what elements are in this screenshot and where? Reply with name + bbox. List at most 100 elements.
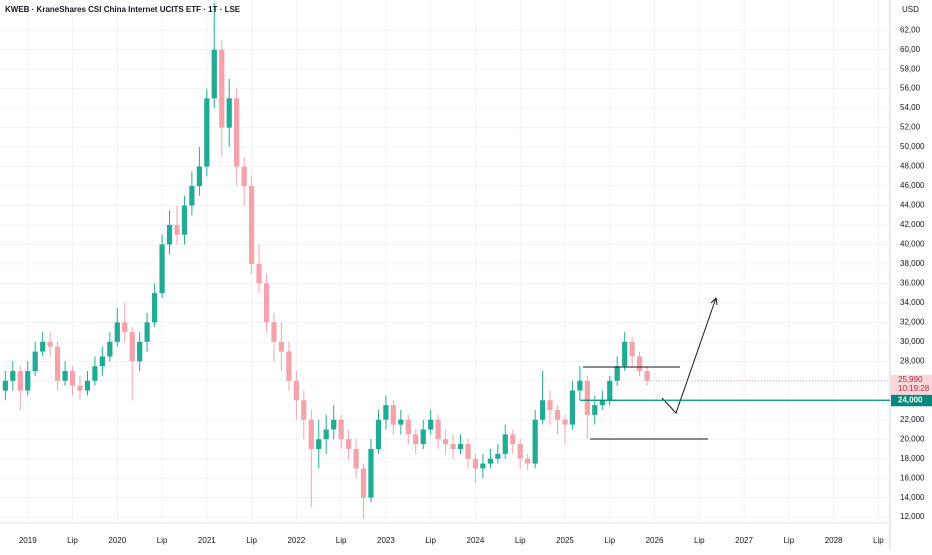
x-tick-label: 2020	[108, 536, 126, 545]
candle-body	[413, 434, 419, 445]
candle-body	[636, 356, 643, 372]
candle-body	[331, 419, 337, 430]
candle-body	[502, 434, 508, 454]
y-tick-label: 60,00	[900, 45, 921, 54]
candle-body	[539, 400, 546, 420]
candle-body	[405, 419, 411, 435]
candle-body	[390, 405, 396, 425]
x-tick-label: Lip	[425, 536, 436, 545]
y-tick-label: 38,000	[900, 259, 925, 268]
candle-body	[345, 439, 352, 449]
candle-body	[450, 444, 456, 449]
y-tick-label: 18,000	[900, 454, 925, 463]
candle-body	[77, 385, 83, 391]
countdown-label: 10:19:28	[898, 384, 930, 393]
candle-body	[256, 263, 262, 284]
candle-body	[211, 49, 217, 99]
candle-body	[532, 419, 538, 464]
candle-body	[316, 439, 322, 449]
candle-body	[241, 166, 247, 187]
candle-body	[47, 341, 53, 347]
candle-body	[2, 380, 8, 391]
x-tick-label: 2025	[556, 536, 574, 545]
y-tick-label: 30,000	[900, 337, 925, 346]
drawn-arrow	[661, 297, 717, 414]
candle-body	[614, 366, 620, 381]
candle-body	[584, 380, 590, 415]
candle-body	[398, 419, 404, 425]
x-tick-label: Lip	[873, 536, 884, 545]
x-tick-label: 2022	[287, 536, 305, 545]
candle-body	[457, 444, 464, 449]
candle-body	[383, 405, 389, 420]
candle-body	[196, 166, 203, 187]
candle-body	[226, 98, 232, 128]
currency-label: USD	[902, 5, 919, 14]
candle-body	[286, 351, 292, 381]
candle-body	[122, 322, 128, 333]
level-label-box	[891, 394, 932, 407]
chart-title: KWEB · KraneShares CSI China Internet UC…	[5, 5, 241, 14]
candle-body	[248, 186, 255, 264]
candle-body	[562, 419, 568, 425]
y-tick-label: 22,000	[900, 415, 925, 424]
candle-body	[301, 400, 307, 420]
y-tick-label: 36,000	[900, 279, 925, 288]
candle-body	[54, 346, 61, 381]
candle-body	[495, 453, 501, 459]
y-tick-label: 58,00	[900, 64, 921, 73]
candle-body	[271, 322, 277, 342]
y-tick-label: 34,000	[900, 298, 925, 307]
candle-body	[525, 458, 531, 464]
candle-body	[114, 322, 120, 342]
candle-body	[129, 332, 135, 362]
y-tick-label: 12,000	[900, 512, 925, 521]
candle-body	[644, 371, 650, 381]
candle-body	[32, 351, 38, 372]
candle-body	[308, 419, 314, 449]
candle-body	[17, 371, 23, 391]
candle-body	[599, 400, 605, 406]
candle-body	[323, 429, 329, 440]
candle-body	[517, 444, 523, 459]
candle-body	[69, 371, 76, 386]
x-tick-label: 2027	[735, 536, 753, 545]
x-tick-label: 2023	[377, 536, 395, 545]
x-tick-label: Lip	[515, 536, 526, 545]
candle-body	[92, 366, 98, 381]
candle-body	[487, 458, 494, 464]
x-tick-label: Lip	[246, 536, 257, 545]
y-tick-label: 16,000	[900, 473, 925, 482]
candle-body	[234, 98, 240, 167]
candle-body	[159, 244, 165, 294]
candle-body	[107, 341, 113, 357]
candle-body	[144, 322, 150, 342]
y-tick-label: 28,000	[900, 356, 925, 365]
candle-body	[465, 444, 471, 459]
y-tick-label: 48,000	[900, 162, 925, 171]
x-tick-label: Lip	[694, 536, 705, 545]
last-price-box	[891, 374, 932, 395]
x-tick-label: Lip	[157, 536, 168, 545]
y-tick-label: 40,000	[900, 240, 925, 249]
candle-body	[278, 341, 285, 352]
candle-body	[181, 205, 188, 235]
y-tick-label: 62,00	[900, 25, 921, 34]
x-tick-label: Lip	[604, 536, 615, 545]
candle-body	[25, 371, 31, 391]
candle-body	[443, 439, 449, 445]
x-tick-label: 2019	[19, 536, 37, 545]
x-tick-label: 2024	[467, 536, 485, 545]
candle-body	[40, 341, 46, 352]
candles	[2, 2, 650, 520]
level-label: 24,000	[898, 395, 923, 404]
y-tick-label: 50,000	[900, 142, 925, 151]
candle-body	[219, 49, 225, 128]
candle-body	[99, 356, 105, 367]
arrow-head	[710, 296, 718, 306]
candle-body	[428, 419, 434, 430]
x-tick-label: 2021	[198, 536, 216, 545]
candle-body	[435, 419, 441, 440]
candle-body	[62, 371, 68, 381]
